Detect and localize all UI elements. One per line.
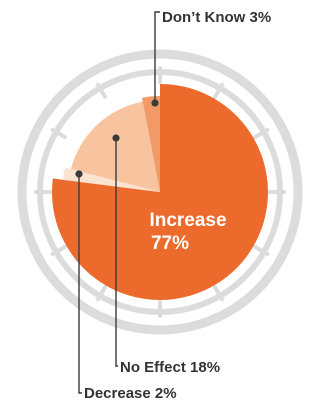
leader-line-no-effect — [115, 138, 118, 367]
dial-ticks — [34, 66, 286, 318]
dial-tick — [50, 128, 67, 139]
dial-outer-ring — [17, 49, 303, 335]
leader-dot-decrease — [75, 170, 83, 178]
dial-tick — [50, 245, 67, 256]
leader-dot-dont-know — [151, 99, 159, 107]
label-increase-name: Increase — [149, 210, 226, 231]
dial-tick — [253, 245, 270, 256]
pie-slice-don-t-know — [142, 96, 160, 192]
leader-dot-no-effect — [112, 134, 120, 142]
dial-tick — [96, 82, 107, 99]
leader-line-dont-know — [154, 11, 160, 103]
leader-line-decrease — [78, 174, 82, 394]
dial-tick — [213, 285, 224, 302]
dial-tick — [253, 128, 270, 139]
leader-lines — [75, 11, 160, 394]
pie-slice-decrease — [62, 167, 160, 192]
dial-tick — [213, 82, 224, 99]
label-dont-know: Don’t Know 3% — [162, 9, 271, 26]
label-no-effect: No Effect 18% — [120, 359, 220, 376]
pie-slices — [51, 84, 269, 300]
dial-tick — [96, 285, 107, 302]
label-decrease: Decrease 2% — [84, 385, 177, 402]
label-increase-value: 77% — [151, 233, 189, 254]
